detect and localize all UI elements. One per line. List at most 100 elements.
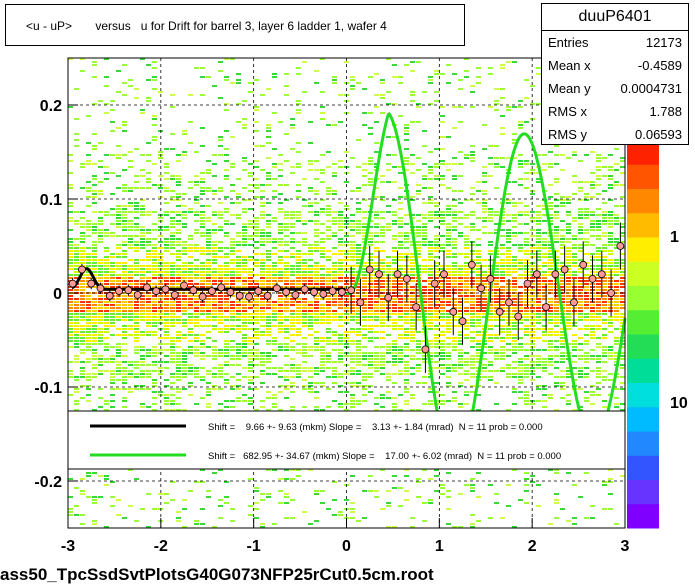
density-cell: [536, 322, 541, 324]
density-cell: [134, 310, 139, 312]
density-cell: [314, 178, 319, 180]
density-cell: [80, 373, 85, 375]
density-cell: [176, 241, 181, 243]
density-cell: [278, 346, 283, 348]
density-cell: [92, 319, 97, 321]
density-cell: [542, 340, 547, 342]
density-cell: [410, 244, 415, 246]
density-cell: [122, 379, 127, 381]
density-cell: [122, 331, 127, 333]
density-cell: [80, 226, 85, 228]
density-cell: [536, 253, 541, 255]
density-cell: [224, 148, 229, 150]
density-cell: [416, 319, 421, 321]
density-cell: [446, 322, 451, 324]
density-cell: [152, 319, 157, 321]
density-cell: [290, 325, 295, 327]
density-cell: [218, 316, 223, 318]
density-cell: [410, 241, 415, 243]
density-cell: [560, 346, 565, 348]
density-cell: [248, 259, 253, 261]
density-cell: [104, 280, 109, 282]
density-cell: [182, 130, 187, 132]
density-cell: [416, 169, 421, 171]
density-cell: [446, 496, 451, 498]
density-cell: [170, 223, 175, 225]
density-cell: [98, 193, 103, 195]
density-cell: [350, 316, 355, 318]
density-cell: [218, 295, 223, 297]
density-cell: [326, 235, 331, 237]
density-cell: [428, 355, 433, 357]
density-cell: [290, 370, 295, 372]
density-cell: [74, 310, 79, 312]
density-cell: [98, 274, 103, 276]
density-cell: [152, 316, 157, 318]
density-cell: [158, 247, 163, 249]
density-cell: [296, 283, 301, 285]
density-cell: [212, 241, 217, 243]
density-cell: [380, 346, 385, 348]
density-cell: [518, 310, 523, 312]
density-cell: [452, 163, 457, 165]
density-cell: [440, 319, 445, 321]
density-cell: [140, 226, 145, 228]
density-cell: [224, 364, 229, 366]
density-cell: [512, 340, 517, 342]
density-cell: [260, 232, 265, 234]
density-cell: [542, 313, 547, 315]
density-cell: [338, 376, 343, 378]
density-cell: [92, 265, 97, 267]
density-cell: [242, 160, 247, 162]
density-cell: [146, 319, 151, 321]
density-cell: [200, 67, 205, 69]
density-cell: [356, 319, 361, 321]
density-cell: [128, 229, 133, 231]
density-cell: [200, 193, 205, 195]
density-cell: [224, 196, 229, 198]
density-cell: [104, 307, 109, 309]
density-cell: [284, 343, 289, 345]
density-cell: [338, 352, 343, 354]
density-cell: [536, 367, 541, 369]
density-cell: [290, 367, 295, 369]
density-cell: [218, 349, 223, 351]
density-cell: [368, 301, 373, 303]
density-cell: [488, 220, 493, 222]
density-cell: [98, 331, 103, 333]
density-cell: [470, 187, 475, 189]
density-cell: [350, 244, 355, 246]
density-cell: [266, 373, 271, 375]
density-cell: [266, 127, 271, 129]
density-cell: [98, 406, 103, 408]
density-cell: [152, 247, 157, 249]
density-cell: [422, 226, 427, 228]
density-cell: [554, 250, 559, 252]
density-cell: [398, 217, 403, 219]
density-cell: [524, 373, 529, 375]
density-cell: [92, 196, 97, 198]
density-cell: [344, 343, 349, 345]
density-cell: [458, 277, 463, 279]
density-cell: [506, 232, 511, 234]
density-cell: [356, 265, 361, 267]
density-cell: [476, 340, 481, 342]
density-cell: [194, 175, 199, 177]
density-cell: [170, 253, 175, 255]
density-cell: [140, 169, 145, 171]
density-cell: [488, 73, 493, 75]
density-cell: [278, 319, 283, 321]
density-cell: [500, 67, 505, 69]
density-cell: [464, 157, 469, 159]
density-cell: [266, 256, 271, 258]
density-cell: [404, 334, 409, 336]
density-cell: [416, 250, 421, 252]
density-cell: [80, 523, 85, 525]
density-cell: [500, 286, 505, 288]
density-cell: [332, 271, 337, 273]
density-cell: [458, 406, 463, 408]
density-cell: [380, 367, 385, 369]
density-cell: [536, 223, 541, 225]
density-cell: [416, 289, 421, 291]
density-cell: [176, 286, 181, 288]
